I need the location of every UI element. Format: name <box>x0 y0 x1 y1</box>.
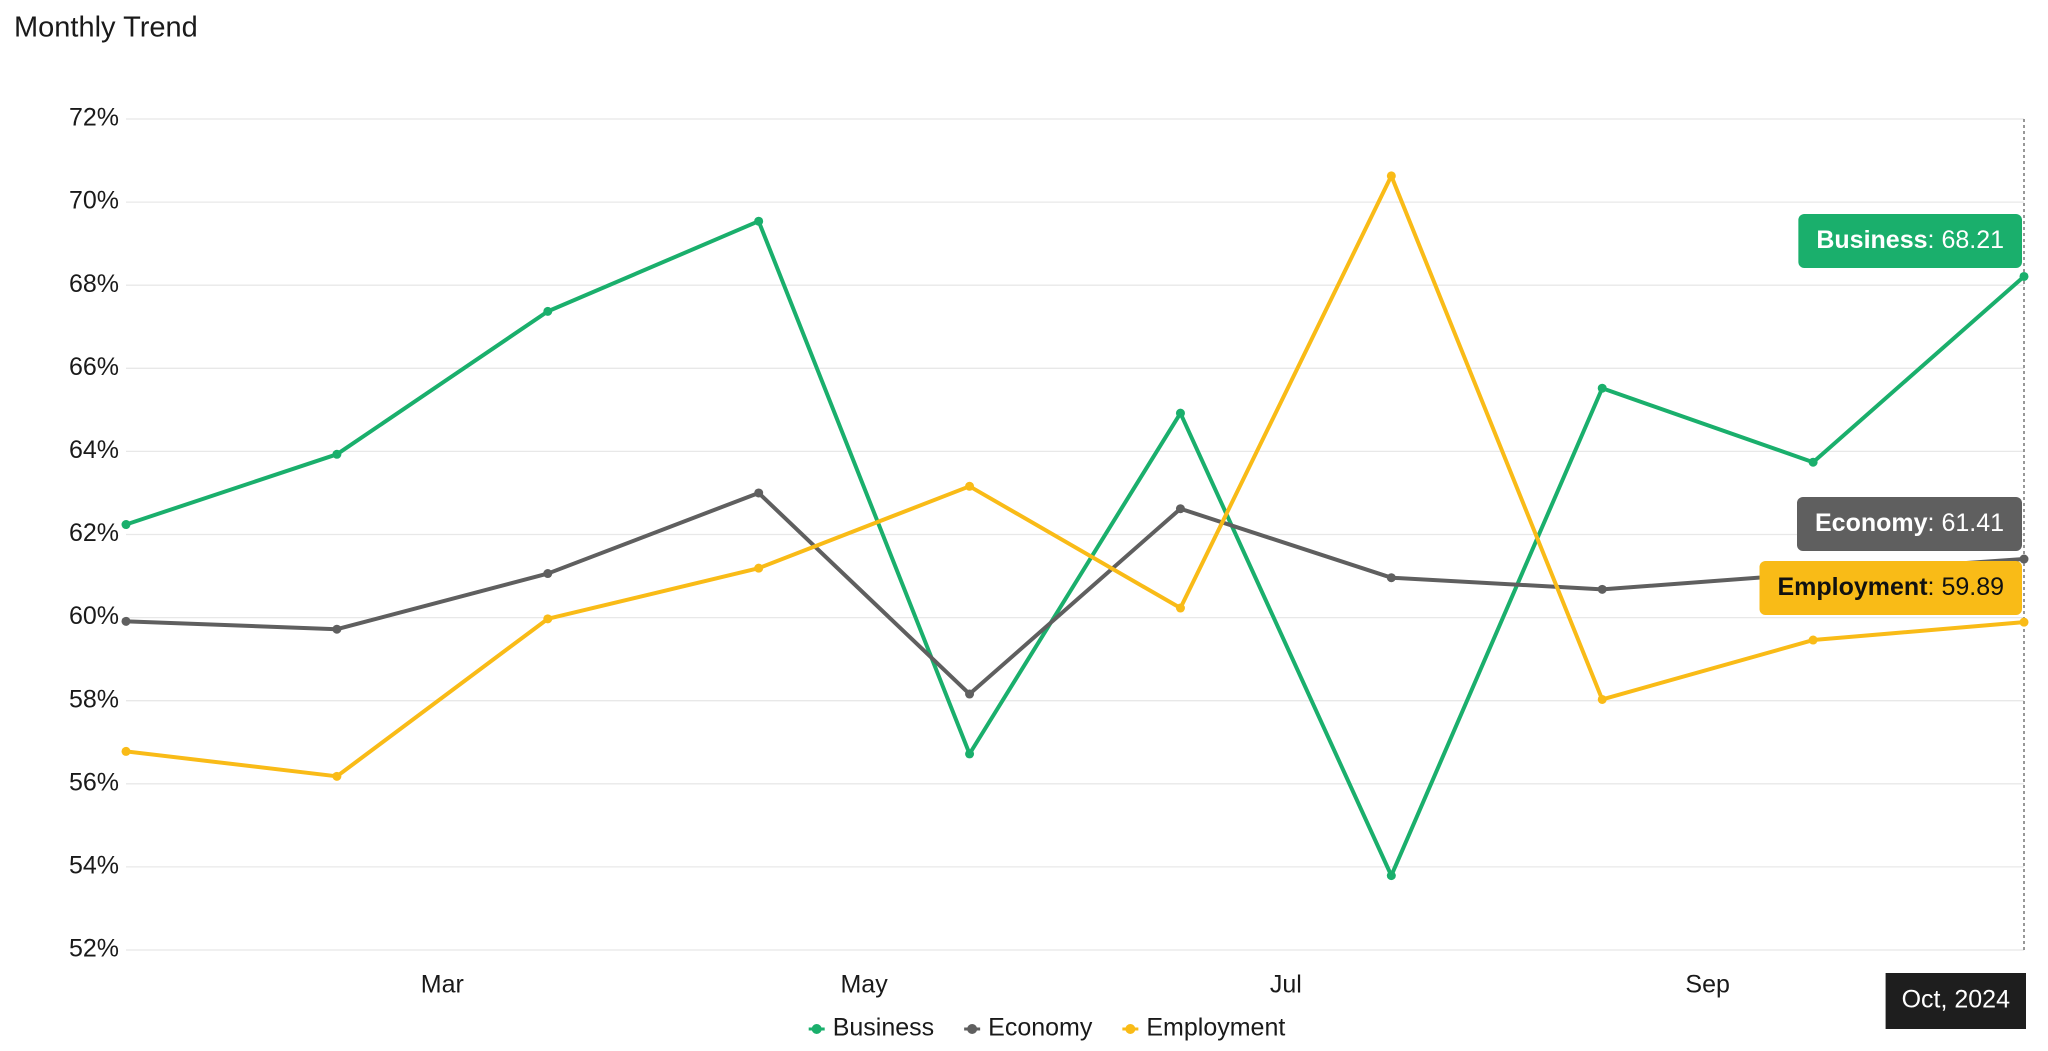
tooltip-series-name: Economy <box>1815 509 1928 537</box>
tooltip: Economy: 61.41 <box>1797 497 2022 551</box>
tooltip-series-name: Business <box>1816 226 1927 254</box>
series-line <box>125 173 2025 779</box>
x-tick-label: Jul <box>1270 971 1302 999</box>
data-point <box>1386 573 1396 583</box>
y-tick-label: 64% <box>69 436 119 464</box>
data-point <box>121 746 131 756</box>
data-point <box>2019 554 2029 564</box>
tooltip: Employment: 59.89 <box>1759 561 2022 615</box>
x-tooltip-box <box>1885 973 2026 1029</box>
tooltip-separator: : <box>1928 226 1942 254</box>
x-tick-label: Mar <box>421 971 464 999</box>
data-point <box>1386 871 1396 881</box>
data-point <box>121 616 131 626</box>
y-tick-label: 52% <box>69 935 119 963</box>
data-point <box>754 563 764 573</box>
legend-item: Business <box>808 1014 934 1042</box>
legend-item: Economy <box>964 1014 1093 1042</box>
tooltip-value: 68.21 <box>1941 226 2004 254</box>
tooltip-value: 59.89 <box>1941 573 2004 601</box>
y-tick-label: 56% <box>69 768 119 796</box>
data-point <box>754 216 764 226</box>
legend-marker <box>967 1024 978 1034</box>
tooltip-series-name: Employment <box>1778 573 1929 601</box>
series-line <box>125 490 2025 697</box>
y-tick-label: 66% <box>69 353 119 381</box>
x-tick-label: Sep <box>1685 971 1729 999</box>
tooltip: Business: 68.21 <box>1798 214 2022 268</box>
data-point <box>1386 171 1396 181</box>
data-point <box>121 520 131 530</box>
data-point <box>1597 383 1607 393</box>
tooltip-text: Employment: 59.89 <box>1778 573 2005 601</box>
tooltip-box <box>1797 497 2022 551</box>
data-point <box>965 749 975 759</box>
data-point <box>2019 271 2029 281</box>
legend-label: Employment <box>1146 1014 1285 1042</box>
data-point <box>1597 584 1607 594</box>
data-point <box>332 771 342 781</box>
legend-item: Employment <box>1122 1014 1285 1042</box>
data-point <box>754 488 764 498</box>
tooltip-text: Economy: 61.41 <box>1815 509 2004 537</box>
data-point <box>2019 617 2029 627</box>
data-point <box>965 689 975 699</box>
y-tick-label: 68% <box>69 270 119 298</box>
legend-label: Business <box>833 1014 934 1042</box>
data-point <box>965 481 975 491</box>
y-tick-label: 62% <box>69 519 119 547</box>
x-tick-label: May <box>840 971 888 999</box>
y-tick-label: 58% <box>69 685 119 713</box>
tooltip-separator: : <box>1928 573 1942 601</box>
y-tick-label: 70% <box>69 187 119 215</box>
series-line <box>125 219 2026 878</box>
data-point <box>1597 694 1607 704</box>
y-tick-label: 54% <box>69 852 119 880</box>
data-point <box>332 624 342 634</box>
tooltip-text: Business: 68.21 <box>1816 226 2004 254</box>
data-point <box>543 614 553 624</box>
chart-title: Monthly Trend <box>14 12 198 44</box>
data-point <box>543 569 553 579</box>
data-point <box>1808 457 1818 467</box>
x-tooltip: Oct, 2024 <box>1885 973 2026 1029</box>
y-tick-label: 72% <box>69 104 119 132</box>
x-tooltip-label: Oct, 2024 <box>1902 986 2010 1014</box>
data-point <box>332 449 342 459</box>
tooltip-value: 61.41 <box>1941 509 2004 537</box>
data-point <box>1175 504 1185 514</box>
data-point <box>1175 603 1185 613</box>
data-point <box>1808 635 1818 645</box>
y-tick-label: 60% <box>69 602 119 630</box>
legend-label: Economy <box>988 1014 1093 1042</box>
tooltip-box <box>1798 214 2022 268</box>
tooltip-separator: : <box>1928 509 1942 537</box>
data-point <box>1175 408 1185 418</box>
tooltip-box <box>1759 561 2022 615</box>
legend-marker <box>811 1024 822 1034</box>
legend-marker <box>1125 1024 1136 1034</box>
data-point <box>543 306 553 316</box>
